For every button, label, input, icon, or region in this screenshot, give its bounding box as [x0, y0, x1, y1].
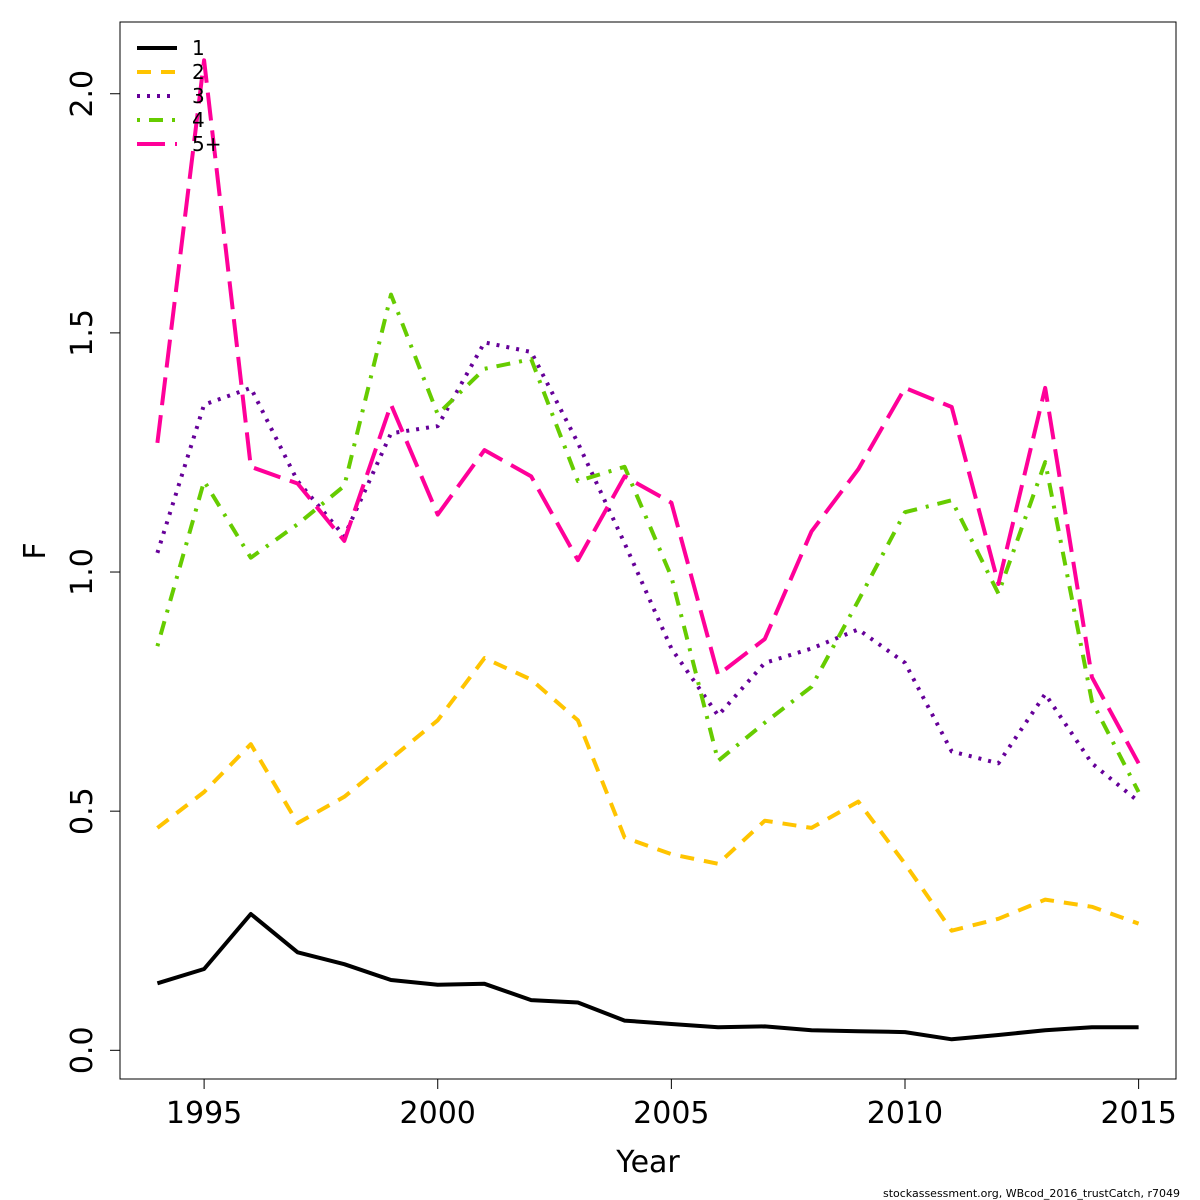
x-tick-label: 2010: [867, 1096, 943, 1131]
y-tick-label: 1.5: [65, 309, 100, 357]
legend-label: 2: [192, 60, 205, 84]
y-tick-label: 0.5: [65, 787, 100, 835]
axes: 1995 2000 2005 2010 2015 0.0 0.5 1.0 1.5 2.0: [65, 70, 1177, 1131]
legend-label: 5+: [192, 132, 221, 156]
x-tick-label: 2015: [1100, 1096, 1176, 1131]
y-tick-label: 0.0: [65, 1026, 100, 1074]
legend-label: 4: [192, 108, 205, 132]
y-tick-label: 1.0: [65, 548, 100, 596]
plot-frame: [119, 21, 1177, 1080]
series-line-4: [155, 292, 1141, 793]
footer-credit: stockassessment.org, WBcod_2016_trustCat…: [883, 1187, 1180, 1200]
series-line-5plus: [155, 58, 1141, 765]
series-line-1: [156, 912, 1139, 1042]
x-tick-label: 2000: [400, 1096, 476, 1131]
legend-label: 3: [192, 84, 205, 108]
x-tick-label: 2005: [633, 1096, 709, 1131]
series-line-3: [155, 340, 1140, 804]
x-tick-label: 1995: [166, 1096, 242, 1131]
y-axis-title: F: [18, 542, 53, 559]
y-tick-label: 2.0: [65, 70, 100, 118]
legend-label: 1: [192, 36, 205, 60]
series-lines: [155, 58, 1141, 1042]
x-axis-title: Year: [615, 1145, 680, 1180]
series-line-2: [156, 656, 1140, 933]
